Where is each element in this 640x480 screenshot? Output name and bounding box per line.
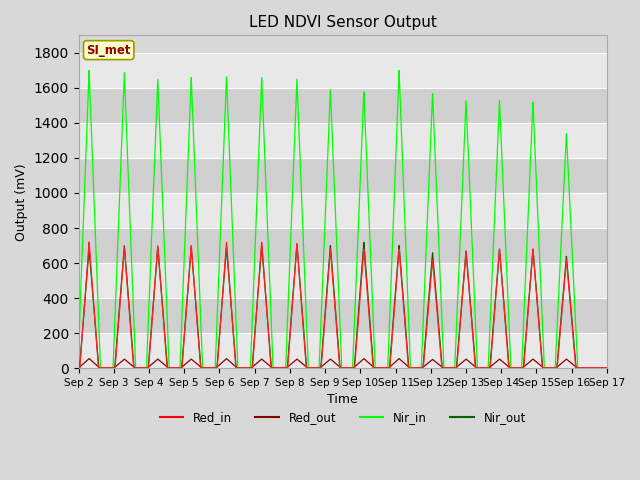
Bar: [79, 193, 607, 228]
Bar: [79, 123, 607, 158]
Bar: [79, 53, 607, 88]
Y-axis label: Output (mV): Output (mV): [15, 163, 28, 240]
Bar: [79, 228, 607, 263]
Bar: [79, 333, 607, 368]
Legend: Red_in, Red_out, Nir_in, Nir_out: Red_in, Red_out, Nir_in, Nir_out: [155, 407, 531, 429]
Bar: [79, 263, 607, 298]
Text: SI_met: SI_met: [86, 44, 131, 57]
Bar: [79, 298, 607, 333]
Bar: [79, 88, 607, 123]
Bar: [79, 158, 607, 193]
Title: LED NDVI Sensor Output: LED NDVI Sensor Output: [249, 15, 436, 30]
X-axis label: Time: Time: [327, 394, 358, 407]
